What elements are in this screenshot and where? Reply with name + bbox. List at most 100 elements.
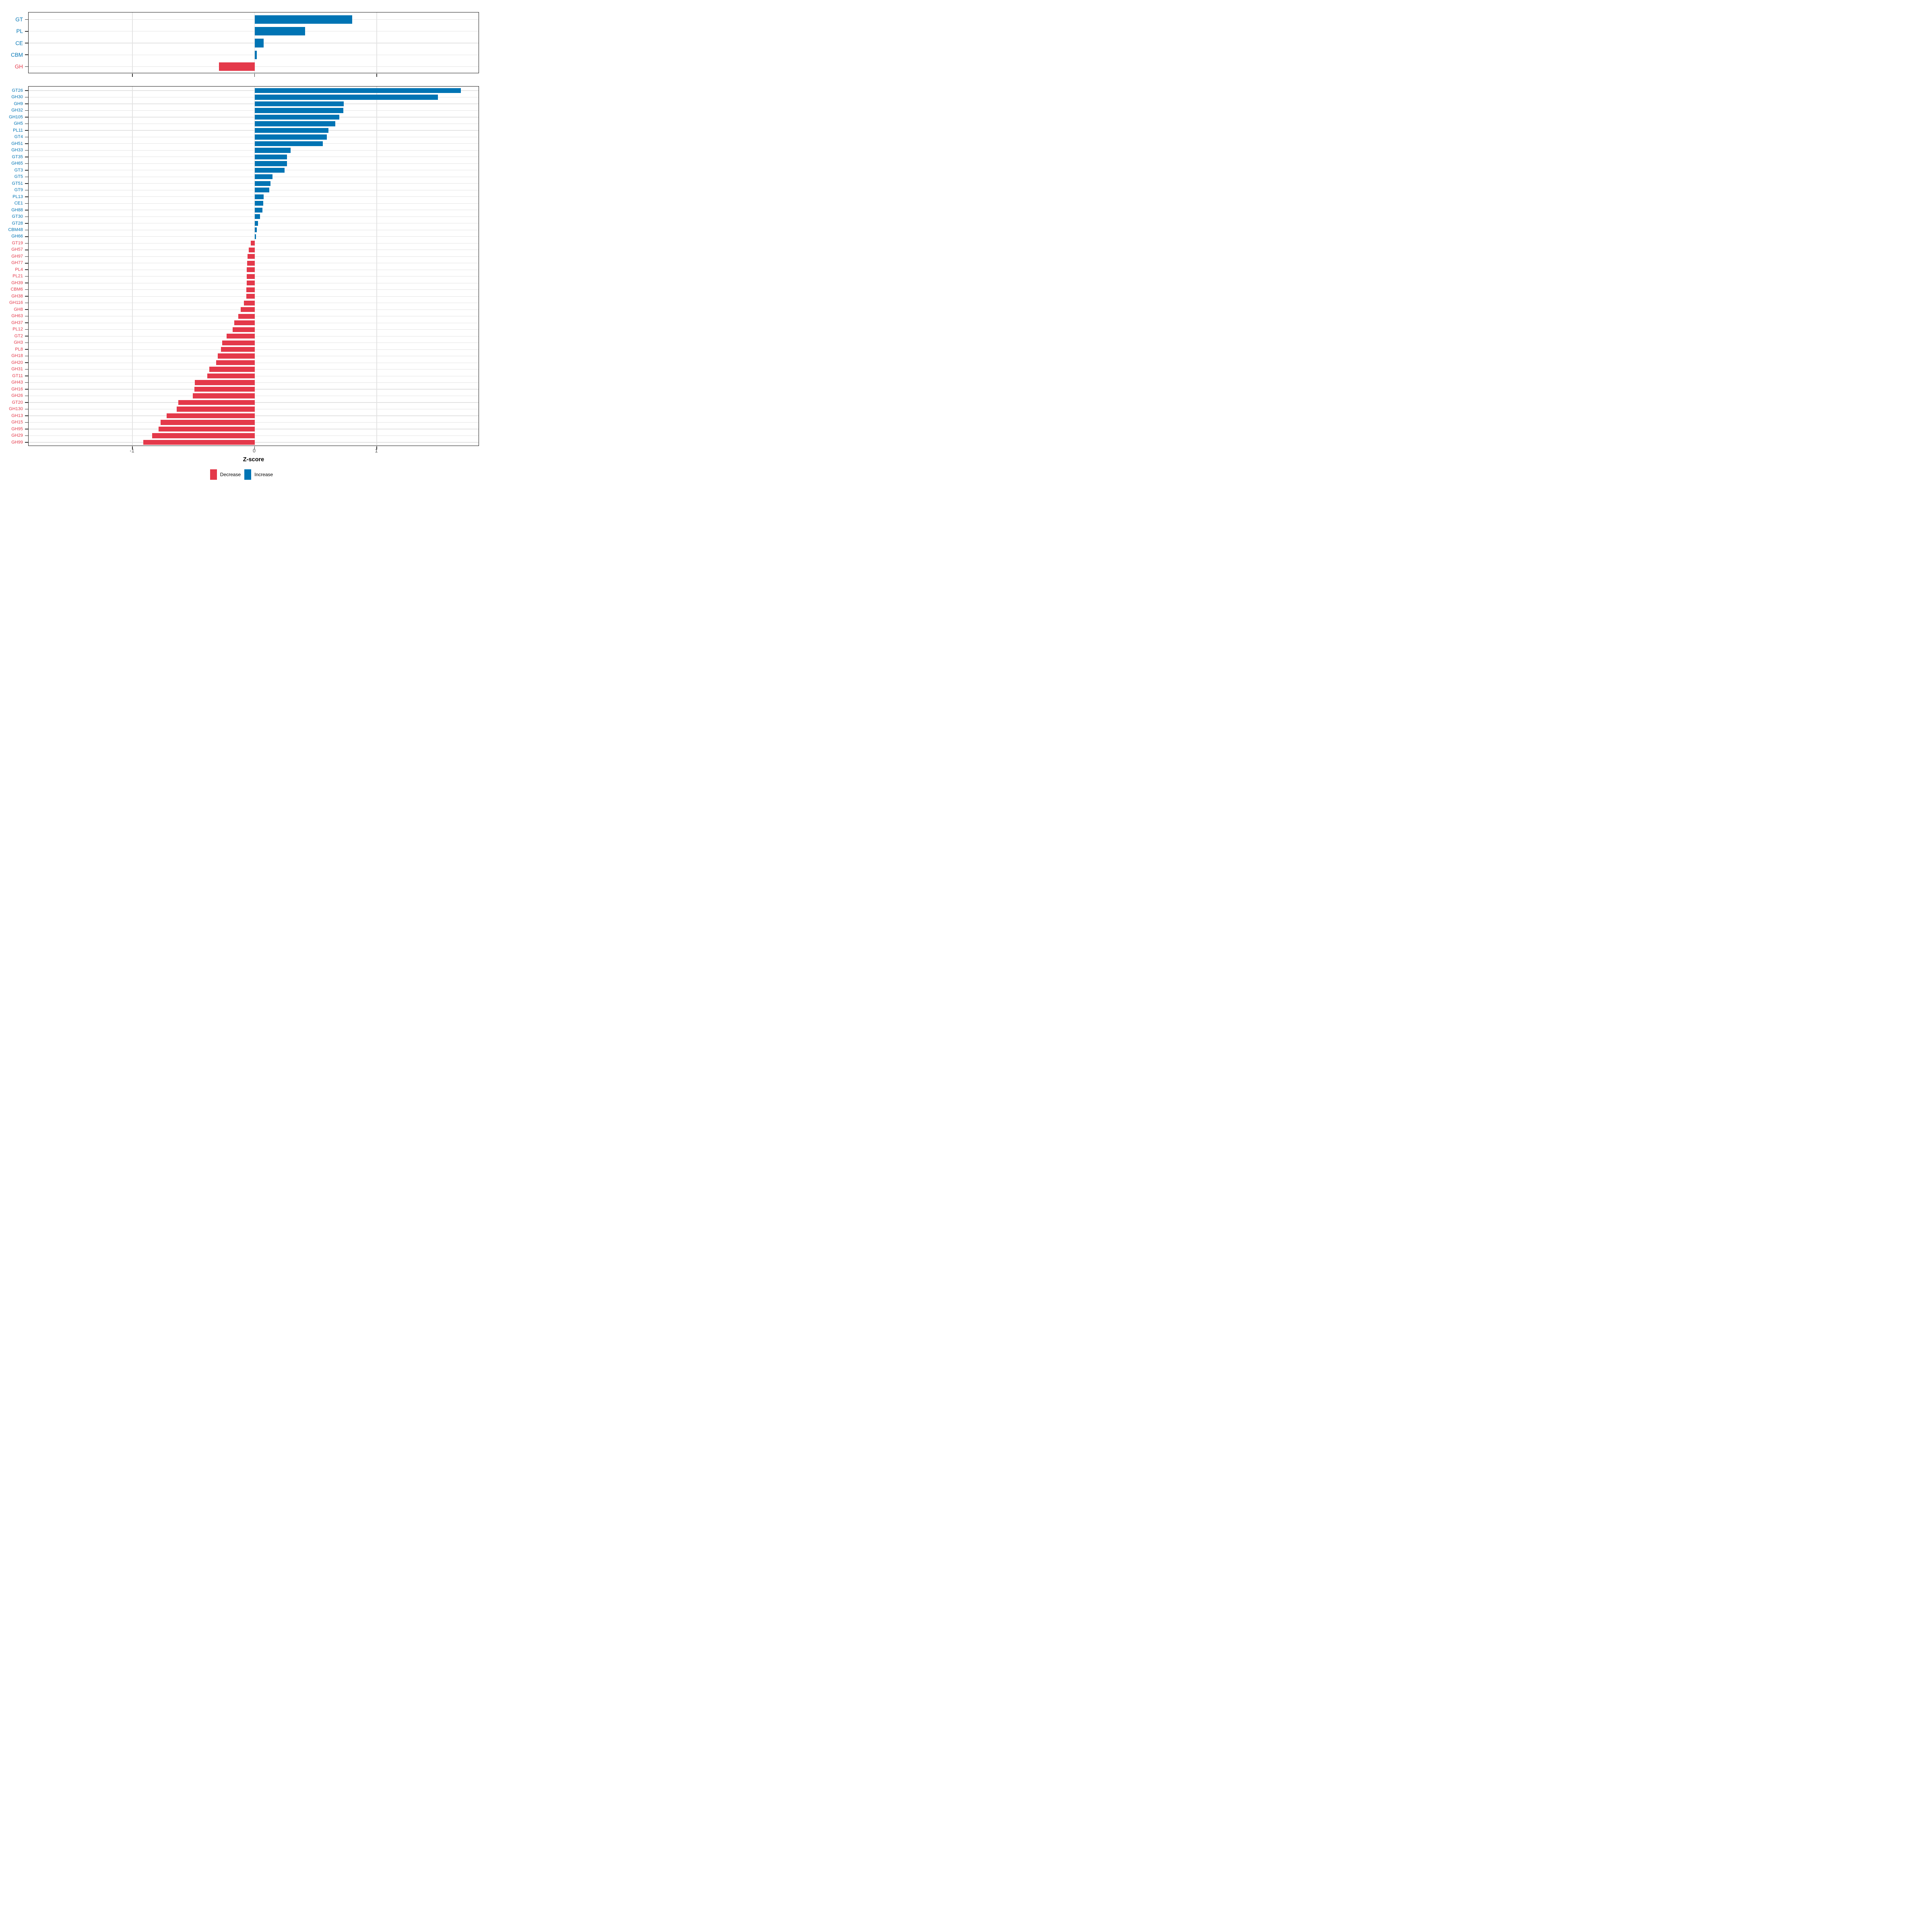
bar-CBM6 <box>246 287 255 292</box>
bar-GH9 <box>254 101 344 107</box>
category-label-GH26: GH26 <box>11 393 23 398</box>
x-axis-tick <box>376 73 377 77</box>
category-label-GH97: GH97 <box>11 254 23 259</box>
legend-item-decrease: Decrease <box>210 469 241 480</box>
x-axis-tick <box>254 446 255 450</box>
bar-GH57 <box>248 247 255 252</box>
x-axis-tick-label: -1 <box>130 448 134 454</box>
y-axis-tick <box>25 210 28 211</box>
bar-GT3 <box>254 167 285 173</box>
gridline-horizontal <box>29 203 479 204</box>
bar-GT19 <box>250 241 255 246</box>
bar-PL <box>254 27 305 36</box>
bar-GH63 <box>238 314 255 319</box>
gridline-vertical <box>254 87 255 446</box>
category-label-GH20: GH20 <box>11 360 23 365</box>
category-label-GH31: GH31 <box>11 367 23 372</box>
category-label-GT20: GT20 <box>12 400 23 405</box>
category-label-CBM6: CBM6 <box>10 287 23 292</box>
category-label-GH105: GH105 <box>9 114 23 120</box>
bar-GH8 <box>241 307 255 312</box>
category-label-GH57: GH57 <box>11 247 23 252</box>
x-axis-tick <box>132 73 133 77</box>
bar-GH <box>219 62 255 71</box>
bar-GH20 <box>216 360 255 365</box>
category-label-GT3: GT3 <box>14 167 23 173</box>
x-axis-tick <box>376 446 377 450</box>
category-label-GT19: GT19 <box>12 240 23 246</box>
legend-swatch-increase <box>244 469 252 480</box>
category-label-CE: CE <box>15 40 23 46</box>
y-axis-tick <box>25 170 28 171</box>
bar-GT20 <box>178 400 255 405</box>
y-axis-tick <box>25 66 28 67</box>
category-label-GH66: GH66 <box>11 234 23 239</box>
category-label-GT30: GT30 <box>12 214 23 219</box>
category-label-GH29: GH29 <box>11 433 23 438</box>
category-label-CBM48: CBM48 <box>8 227 23 232</box>
y-axis-tick <box>25 190 28 191</box>
y-axis-tick <box>25 389 28 390</box>
category-label-GH18: GH18 <box>11 353 23 359</box>
legend-label-increase: Increase <box>254 472 273 477</box>
y-axis-tick <box>25 276 28 277</box>
bar-GT51 <box>254 181 270 186</box>
y-axis-tick <box>25 256 28 257</box>
bar-GH99 <box>143 440 255 445</box>
bar-GT4 <box>254 134 327 140</box>
category-label-GH9: GH9 <box>14 101 23 106</box>
y-axis-tick <box>25 263 28 264</box>
gridline-horizontal <box>29 103 479 104</box>
bar-GH30 <box>254 95 438 100</box>
y-axis-tick <box>25 309 28 310</box>
y-axis-tick <box>25 163 28 164</box>
bar-PL21 <box>247 274 255 279</box>
bar-PL11 <box>254 128 329 133</box>
y-axis-tick <box>25 110 28 111</box>
bar-GH88 <box>254 207 263 213</box>
y-axis-tick <box>25 103 28 104</box>
bar-GT35 <box>254 154 287 159</box>
category-label-GT51: GT51 <box>12 181 23 186</box>
bar-GH51 <box>254 141 323 147</box>
y-axis-tick <box>25 355 28 357</box>
y-axis-tick <box>25 236 28 237</box>
category-label-PL11: PL11 <box>13 128 23 133</box>
category-label-GT9: GT9 <box>14 188 23 193</box>
legend: Decrease Increase <box>0 469 483 480</box>
x-axis-title: Z-score <box>243 456 264 463</box>
y-axis-tick <box>25 150 28 151</box>
y-axis-tick <box>25 269 28 270</box>
bar-GH3 <box>222 340 255 345</box>
y-axis-tick <box>25 415 28 416</box>
bar-PL12 <box>233 327 255 332</box>
y-axis-tick <box>25 136 28 138</box>
category-label-GH99: GH99 <box>11 440 23 445</box>
legend-swatch-decrease <box>210 469 217 480</box>
category-label-GH13: GH13 <box>11 413 23 418</box>
category-label-GH39: GH39 <box>11 280 23 285</box>
legend-item-increase: Increase <box>244 469 273 480</box>
bar-GH16 <box>194 386 255 392</box>
category-label-GT4: GT4 <box>14 134 23 140</box>
legend-label-decrease: Decrease <box>220 472 241 477</box>
y-axis-tick <box>25 329 28 330</box>
category-label-GH116: GH116 <box>9 300 23 305</box>
category-label-PL4: PL4 <box>15 267 23 272</box>
bar-GH33 <box>254 148 291 153</box>
gridline-horizontal <box>29 110 479 111</box>
bar-GH105 <box>254 114 340 120</box>
gridline-vertical <box>376 87 377 446</box>
category-label-GH32: GH32 <box>11 108 23 113</box>
category-label-GH: GH <box>14 63 23 70</box>
bar-GH95 <box>159 426 255 432</box>
bar-GH26 <box>193 393 255 398</box>
y-axis-tick <box>25 442 28 443</box>
bar-CE <box>254 39 264 47</box>
y-axis-tick <box>25 422 28 423</box>
bar-GT11 <box>207 373 255 379</box>
gridline-horizontal <box>29 143 479 144</box>
bar-GH13 <box>166 413 255 419</box>
category-label-GT26: GT26 <box>12 88 23 93</box>
bar-GH29 <box>152 433 255 438</box>
